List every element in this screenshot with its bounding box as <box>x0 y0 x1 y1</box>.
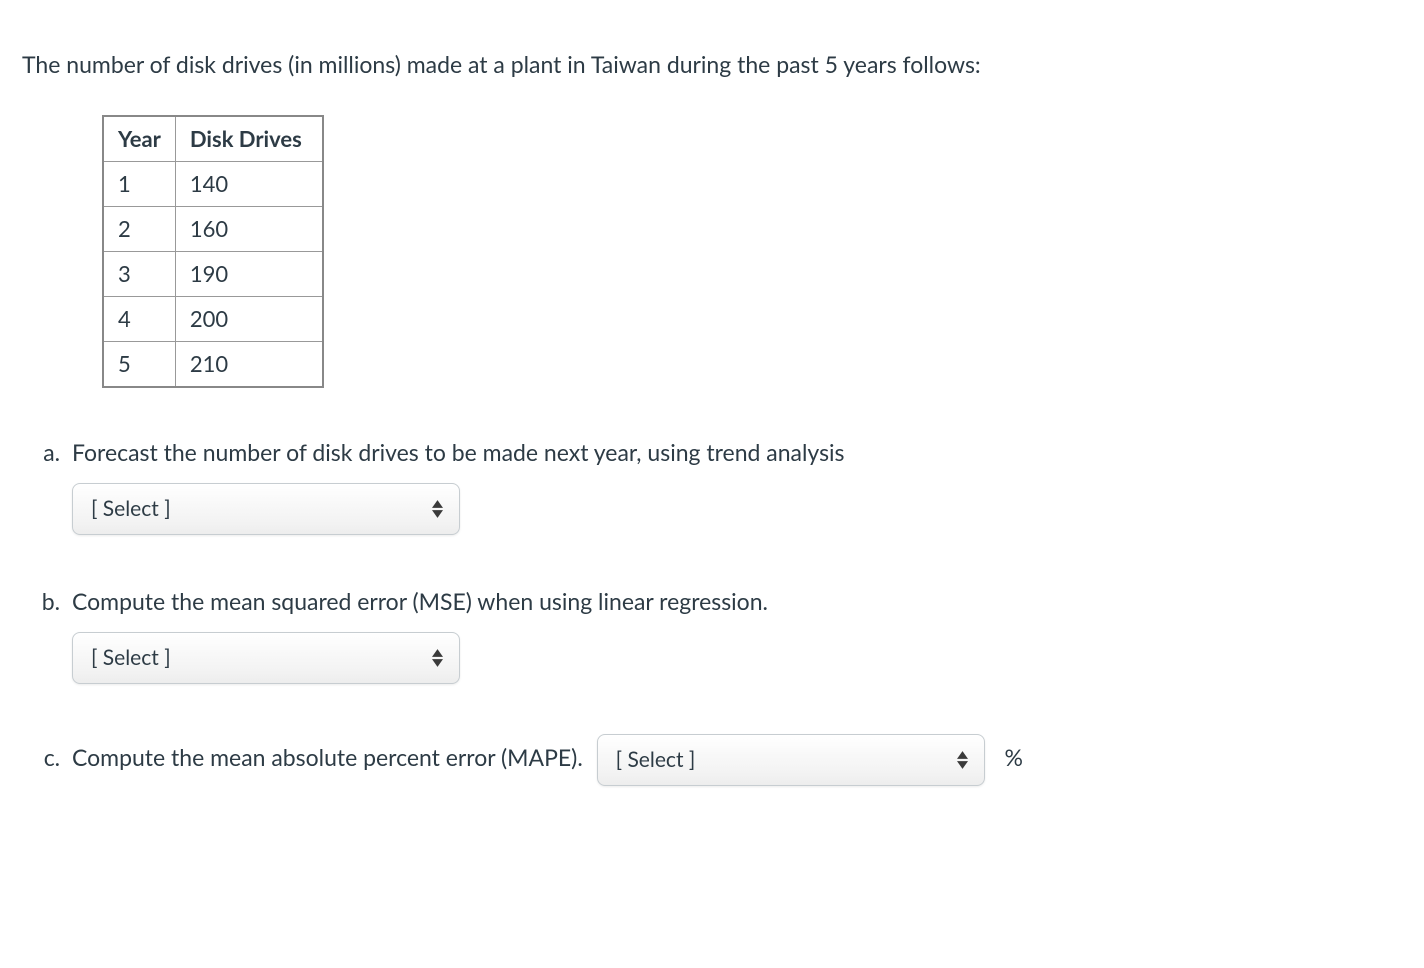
table-row: 3 190 <box>103 252 323 297</box>
stepper-icon <box>432 500 443 518</box>
cell-value: 140 <box>175 162 323 207</box>
cell-value: 210 <box>175 341 323 386</box>
cell-value: 200 <box>175 296 323 341</box>
select-c[interactable]: [ Select ] <box>597 734 985 786</box>
col-header-diskdrives: Disk Drives <box>175 116 323 161</box>
table-row: 5 210 <box>103 341 323 386</box>
intro-text: The number of disk drives (in millions) … <box>22 48 1402 81</box>
data-table: Year Disk Drives 1 140 2 160 3 190 4 200… <box>102 115 324 387</box>
question-a: Forecast the number of disk drives to be… <box>66 436 1402 535</box>
select-c-placeholder: [ Select ] <box>616 745 696 775</box>
percent-suffix: % <box>1005 743 1023 771</box>
table-row: 2 160 <box>103 207 323 252</box>
cell-value: 160 <box>175 207 323 252</box>
cell-year: 1 <box>103 162 175 207</box>
select-a-placeholder: [ Select ] <box>91 494 171 524</box>
question-c: Compute the mean absolute percent error … <box>66 734 1402 786</box>
select-b-placeholder: [ Select ] <box>91 643 171 673</box>
select-a[interactable]: [ Select ] <box>72 483 460 535</box>
table-row: 1 140 <box>103 162 323 207</box>
cell-year: 4 <box>103 296 175 341</box>
cell-year: 3 <box>103 252 175 297</box>
select-b[interactable]: [ Select ] <box>72 632 460 684</box>
table-header-row: Year Disk Drives <box>103 116 323 161</box>
table-row: 4 200 <box>103 296 323 341</box>
cell-year: 5 <box>103 341 175 386</box>
cell-year: 2 <box>103 207 175 252</box>
stepper-icon <box>957 751 968 769</box>
question-a-text: Forecast the number of disk drives to be… <box>72 438 845 466</box>
col-header-year: Year <box>103 116 175 161</box>
question-list: Forecast the number of disk drives to be… <box>22 436 1402 787</box>
question-c-text: Compute the mean absolute percent error … <box>72 743 583 771</box>
stepper-icon <box>432 649 443 667</box>
question-b-text: Compute the mean squared error (MSE) whe… <box>72 587 768 615</box>
question-b: Compute the mean squared error (MSE) whe… <box>66 585 1402 684</box>
cell-value: 190 <box>175 252 323 297</box>
